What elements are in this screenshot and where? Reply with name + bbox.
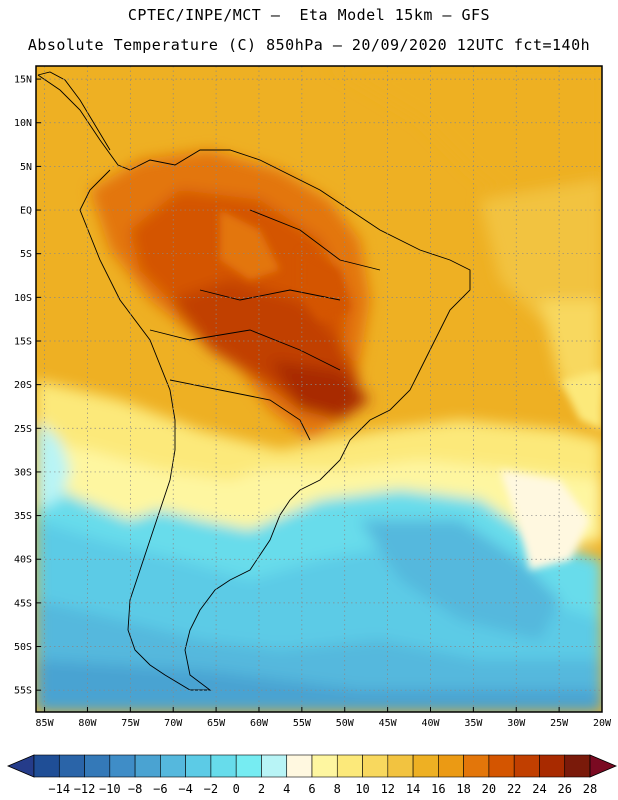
- colorbar-label: 2: [258, 782, 265, 796]
- lat-label: 25S: [14, 424, 32, 435]
- colorbar-swatch: [134, 754, 161, 778]
- colorbar-label: −10: [99, 782, 121, 796]
- colorbar-swatch: [109, 754, 136, 778]
- colorbar-label: 16: [431, 782, 445, 796]
- colorbar-swatch: [438, 754, 464, 778]
- colorbar-swatch: [210, 754, 237, 778]
- colorbar-swatch: [33, 754, 60, 778]
- colorbar-swatch: [58, 754, 85, 778]
- colorbar-label: 4: [283, 782, 290, 796]
- lat-label: 30S: [14, 467, 32, 478]
- colorbar-label: 24: [532, 782, 546, 796]
- lon-label: 45W: [379, 718, 398, 729]
- lon-label: 40W: [421, 718, 440, 729]
- colorbar: [6, 754, 618, 778]
- colorbar-label: −2: [204, 782, 218, 796]
- colorbar-swatch: [564, 754, 591, 778]
- colorbar-swatch: [235, 754, 262, 778]
- lon-label: 80W: [78, 718, 97, 729]
- lon-label: 85W: [36, 718, 55, 729]
- colorbar-overflow-arrow: [589, 754, 618, 778]
- lon-label: 75W: [121, 718, 140, 729]
- lat-label: 45S: [14, 598, 32, 609]
- lat-label: 10S: [14, 293, 32, 304]
- lat-label: 15N: [14, 75, 32, 86]
- colorbar-label: 10: [355, 782, 369, 796]
- colorbar-labels: −14 −12 −10 −8 −6 −4 −2 0 2 4 6 8 10 12 14 16 18 20 22 24 26…: [48, 782, 597, 796]
- colorbar-label: 26: [558, 782, 572, 796]
- colorbar-swatch: [336, 754, 363, 778]
- colorbar-swatch: [185, 754, 212, 778]
- lat-label: 15S: [14, 336, 32, 347]
- colorbar-swatch: [463, 754, 490, 778]
- lon-label: 50W: [336, 718, 355, 729]
- lon-label: 65W: [207, 718, 226, 729]
- lon-label: 60W: [250, 718, 269, 729]
- lon-label: 30W: [507, 718, 526, 729]
- lat-label: 10N: [14, 118, 32, 129]
- map-frame: [35, 65, 603, 713]
- colorbar-label: 22: [507, 782, 521, 796]
- lat-label: 35S: [14, 511, 32, 522]
- colorbar-label: −12: [74, 782, 96, 796]
- colorbar-underflow-arrow: [6, 754, 35, 778]
- colorbar-label: 12: [381, 782, 395, 796]
- colorbar-swatch: [311, 754, 338, 778]
- lat-label: 55S: [14, 686, 32, 697]
- colorbar-swatch: [539, 754, 566, 778]
- lon-label: 35W: [464, 718, 483, 729]
- colorbar-label: −6: [153, 782, 167, 796]
- colorbar-label: −4: [178, 782, 192, 796]
- colorbar-swatch: [387, 754, 414, 778]
- lon-label: 25W: [550, 718, 569, 729]
- colorbar-label: 14: [406, 782, 420, 796]
- colorbar-swatch: [488, 754, 515, 778]
- colorbar-label: 8: [334, 782, 341, 796]
- lat-label: 50S: [14, 642, 32, 653]
- map-title: CPTEC/INPE/MCT – Eta Model 15km – GFS: [127, 6, 491, 24]
- colorbar-label: −14: [48, 782, 70, 796]
- temperature-field: [36, 66, 602, 712]
- lon-label: 20W: [593, 718, 612, 729]
- colorbar-label: 28: [583, 782, 597, 796]
- colorbar-label: −8: [128, 782, 142, 796]
- map-subtitle: Absolute Temperature (C) 850hPa – 20/09/…: [27, 36, 591, 54]
- coastline: [37, 71, 471, 691]
- lat-label: 5S: [20, 249, 32, 260]
- lat-label: 20S: [14, 380, 32, 391]
- colorbar-swatch: [412, 754, 439, 778]
- lat-label: 40S: [14, 555, 32, 566]
- colorbar-swatch: [286, 754, 313, 778]
- lat-label: 5N: [20, 162, 32, 173]
- colorbar-label: 0: [233, 782, 240, 796]
- lon-label: 55W: [293, 718, 312, 729]
- colorbar-label: 6: [308, 782, 315, 796]
- lat-label: EQ: [20, 206, 32, 217]
- colorbar-label: 18: [456, 782, 470, 796]
- lon-label: 70W: [164, 718, 183, 729]
- colorbar-swatch: [84, 754, 111, 778]
- colorbar-label: 20: [482, 782, 496, 796]
- colorbar-swatch: [362, 754, 389, 778]
- longitude-labels: 85W 80W 75W 70W 65W 60W 55W 50W 45W 40W 35W 30W 25W 2…: [36, 707, 612, 729]
- colorbar-swatch: [160, 754, 186, 778]
- colorbar-swatch: [261, 754, 288, 778]
- latitude-labels: 15N 10N 5N EQ 5S 10S 15S 20S 25S 30S 35S 40S 45S 50S 5…: [14, 75, 41, 697]
- colorbar-swatch: [513, 754, 540, 778]
